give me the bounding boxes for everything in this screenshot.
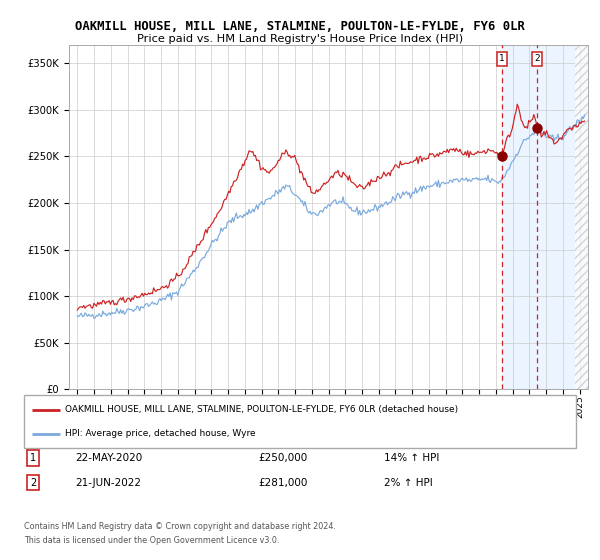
Text: £250,000: £250,000 [258, 453, 307, 463]
Text: 2: 2 [30, 478, 36, 488]
Text: Contains HM Land Registry data © Crown copyright and database right 2024.: Contains HM Land Registry data © Crown c… [24, 522, 336, 531]
Text: 2: 2 [535, 54, 540, 63]
Text: 22-MAY-2020: 22-MAY-2020 [75, 453, 142, 463]
FancyBboxPatch shape [24, 395, 576, 448]
Text: £281,000: £281,000 [258, 478, 307, 488]
Text: 1: 1 [30, 453, 36, 463]
Bar [575, 45, 588, 389]
Text: 2% ↑ HPI: 2% ↑ HPI [384, 478, 433, 488]
Text: 1: 1 [499, 54, 505, 63]
Text: HPI: Average price, detached house, Wyre: HPI: Average price, detached house, Wyre [65, 429, 256, 438]
Text: Price paid vs. HM Land Registry's House Price Index (HPI): Price paid vs. HM Land Registry's House … [137, 34, 463, 44]
Text: This data is licensed under the Open Government Licence v3.0.: This data is licensed under the Open Gov… [24, 536, 280, 545]
Text: 14% ↑ HPI: 14% ↑ HPI [384, 453, 439, 463]
Text: OAKMILL HOUSE, MILL LANE, STALMINE, POULTON-LE-FYLDE, FY6 0LR (detached house): OAKMILL HOUSE, MILL LANE, STALMINE, POUL… [65, 405, 458, 414]
Text: 21-JUN-2022: 21-JUN-2022 [75, 478, 141, 488]
Bar [502, 45, 588, 389]
Text: OAKMILL HOUSE, MILL LANE, STALMINE, POULTON-LE-FYLDE, FY6 0LR: OAKMILL HOUSE, MILL LANE, STALMINE, POUL… [75, 20, 525, 32]
